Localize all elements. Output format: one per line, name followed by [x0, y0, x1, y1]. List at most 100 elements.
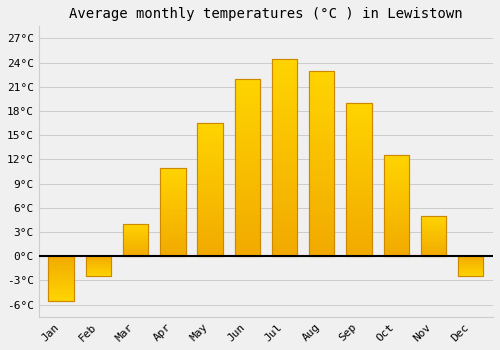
Bar [48, 256, 74, 301]
Bar [234, 79, 260, 256]
Bar [458, 264, 483, 265]
Bar [421, 217, 446, 218]
Bar [234, 193, 260, 196]
Bar [346, 118, 372, 121]
Bar [309, 149, 334, 152]
Bar [234, 93, 260, 97]
Bar [272, 209, 297, 213]
Bar [198, 123, 222, 256]
Bar [234, 196, 260, 200]
Bar [123, 229, 148, 230]
Bar [160, 246, 186, 247]
Bar [234, 157, 260, 160]
Bar [309, 212, 334, 216]
Bar [198, 208, 222, 211]
Bar [272, 106, 297, 110]
Bar [346, 247, 372, 250]
Bar [384, 202, 409, 204]
Bar [86, 257, 111, 258]
Bar [198, 254, 222, 256]
Bar [421, 241, 446, 242]
Bar [458, 262, 483, 263]
Bar [198, 203, 222, 206]
Bar [198, 251, 222, 254]
Bar [346, 226, 372, 229]
Bar [198, 248, 222, 251]
Bar [384, 177, 409, 180]
Bar [272, 213, 297, 217]
Bar [198, 200, 222, 203]
Bar [234, 210, 260, 214]
Bar [48, 298, 74, 299]
Bar [309, 104, 334, 108]
Bar [160, 187, 186, 189]
Bar [48, 293, 74, 294]
Bar [272, 240, 297, 244]
Bar [272, 146, 297, 149]
Bar [272, 169, 297, 173]
Bar [309, 126, 334, 130]
Bar [234, 164, 260, 168]
Bar [234, 97, 260, 100]
Bar [421, 228, 446, 229]
Bar [346, 103, 372, 256]
Bar [123, 243, 148, 244]
Bar [272, 70, 297, 75]
Bar [421, 220, 446, 221]
Bar [346, 134, 372, 137]
Bar [421, 219, 446, 220]
Bar [198, 232, 222, 235]
Bar [160, 191, 186, 192]
Bar [48, 267, 74, 268]
Bar [458, 266, 483, 267]
Bar [272, 110, 297, 114]
Bar [346, 164, 372, 167]
Bar [234, 135, 260, 139]
Bar [48, 274, 74, 275]
Bar [384, 172, 409, 174]
Bar [234, 114, 260, 118]
Bar [234, 217, 260, 221]
Bar [160, 206, 186, 208]
Bar [160, 173, 186, 175]
Bar [123, 224, 148, 256]
Bar [86, 276, 111, 277]
Bar [123, 230, 148, 231]
Bar [198, 123, 222, 256]
Bar [234, 224, 260, 228]
Bar [384, 224, 409, 226]
Bar [234, 118, 260, 121]
Bar [160, 240, 186, 242]
Bar [272, 252, 297, 256]
Bar [309, 219, 334, 223]
Bar [198, 193, 222, 195]
Bar [309, 85, 334, 89]
Bar [384, 238, 409, 240]
Bar [421, 243, 446, 244]
Bar [272, 205, 297, 209]
Bar [272, 248, 297, 252]
Bar [86, 256, 111, 257]
Bar [309, 234, 334, 238]
Bar [421, 242, 446, 243]
Bar [272, 161, 297, 165]
Bar [309, 249, 334, 253]
Bar [384, 188, 409, 190]
Bar [346, 143, 372, 146]
Bar [198, 168, 222, 171]
Bar [346, 207, 372, 210]
Bar [309, 145, 334, 149]
Bar [160, 247, 186, 249]
Bar [384, 208, 409, 210]
Bar [272, 86, 297, 90]
Bar [272, 201, 297, 205]
Bar [48, 256, 74, 257]
Bar [272, 153, 297, 158]
Bar [458, 270, 483, 271]
Bar [48, 265, 74, 266]
Bar [272, 165, 297, 169]
Bar [123, 235, 148, 236]
Bar [272, 193, 297, 197]
Bar [458, 275, 483, 276]
Bar [198, 235, 222, 238]
